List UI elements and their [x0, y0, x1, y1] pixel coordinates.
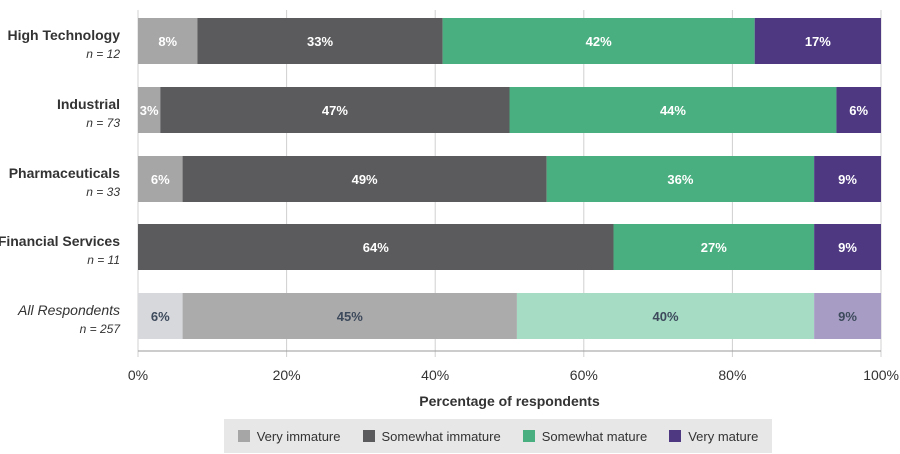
- data-label: 6%: [151, 309, 170, 324]
- legend-label: Somewhat mature: [541, 428, 648, 444]
- data-label: 45%: [337, 309, 363, 324]
- bar-segment: [754, 18, 881, 64]
- legend-swatch: [237, 430, 250, 442]
- bar-segment: [509, 87, 837, 133]
- data-label: 3%: [140, 103, 159, 118]
- x-tick-label: 0%: [128, 367, 148, 383]
- data-label: 9%: [838, 309, 857, 324]
- x-tick-label: 40%: [421, 367, 449, 383]
- data-label: 44%: [660, 103, 686, 118]
- bar-segment: [814, 293, 881, 339]
- bar-segment: [138, 87, 161, 133]
- legend-item: Somewhat mature: [522, 428, 648, 444]
- category-label: Industrial: [57, 96, 120, 112]
- legend-item: Somewhat immature: [362, 428, 501, 444]
- bar-segment: [613, 224, 815, 270]
- data-label: 33%: [307, 34, 333, 49]
- bar-segment: [442, 18, 755, 64]
- x-tick-label: 20%: [273, 367, 301, 383]
- sample-size-label: n = 73: [86, 116, 120, 130]
- category-label: Pharmaceuticals: [9, 165, 120, 181]
- bar-segment: [160, 87, 510, 133]
- bar-segment: [138, 224, 614, 270]
- legend-swatch: [669, 430, 682, 442]
- legend-label: Very mature: [688, 428, 759, 444]
- data-label: 17%: [805, 34, 831, 49]
- sample-size-label: n = 257: [80, 322, 122, 336]
- data-label: 8%: [158, 34, 177, 49]
- category-label: Financial Services: [0, 233, 120, 249]
- bar-segment: [814, 224, 881, 270]
- sample-size-label: n = 11: [87, 253, 120, 267]
- bar-segment: [836, 87, 881, 133]
- category-label: High Technology: [7, 27, 120, 43]
- bar-segment: [182, 156, 547, 202]
- data-label: 6%: [151, 172, 170, 187]
- data-label: 6%: [849, 103, 868, 118]
- bar-segment: [814, 156, 881, 202]
- legend-item: Very mature: [669, 429, 758, 444]
- legend-label: Somewhat immature: [381, 428, 501, 444]
- data-label: 27%: [701, 240, 727, 255]
- x-tick-label: 80%: [718, 367, 746, 383]
- legend-item: Very immature: [237, 428, 341, 444]
- bar-segment: [138, 156, 183, 202]
- data-label: 36%: [667, 172, 693, 187]
- category-label: All Respondents: [17, 302, 120, 318]
- bar-segment: [197, 18, 443, 64]
- x-tick-label: 100%: [863, 367, 899, 383]
- sample-size-label: n = 33: [86, 185, 120, 199]
- legend-swatch: [522, 430, 535, 442]
- data-label: 9%: [838, 240, 857, 255]
- data-label: 49%: [352, 172, 378, 187]
- bar-segment: [138, 18, 198, 64]
- data-label: 42%: [586, 34, 612, 49]
- sample-size-label: n = 12: [86, 47, 120, 61]
- data-label: 64%: [363, 240, 389, 255]
- x-tick-label: 60%: [570, 367, 598, 383]
- legend-label: Very immature: [256, 428, 341, 444]
- legend-swatch: [362, 430, 375, 442]
- data-label: 9%: [838, 172, 857, 187]
- x-axis-label: Percentage of respondents: [419, 393, 600, 409]
- bar-segment: [516, 293, 815, 339]
- data-label: 40%: [653, 309, 679, 324]
- chart-legend: Very immature Somewhat immature Somewhat m…: [224, 419, 772, 453]
- bar-segment: [546, 156, 815, 202]
- bar-segment: [182, 293, 517, 339]
- data-label: 47%: [322, 103, 348, 118]
- bar-segment: [138, 293, 183, 339]
